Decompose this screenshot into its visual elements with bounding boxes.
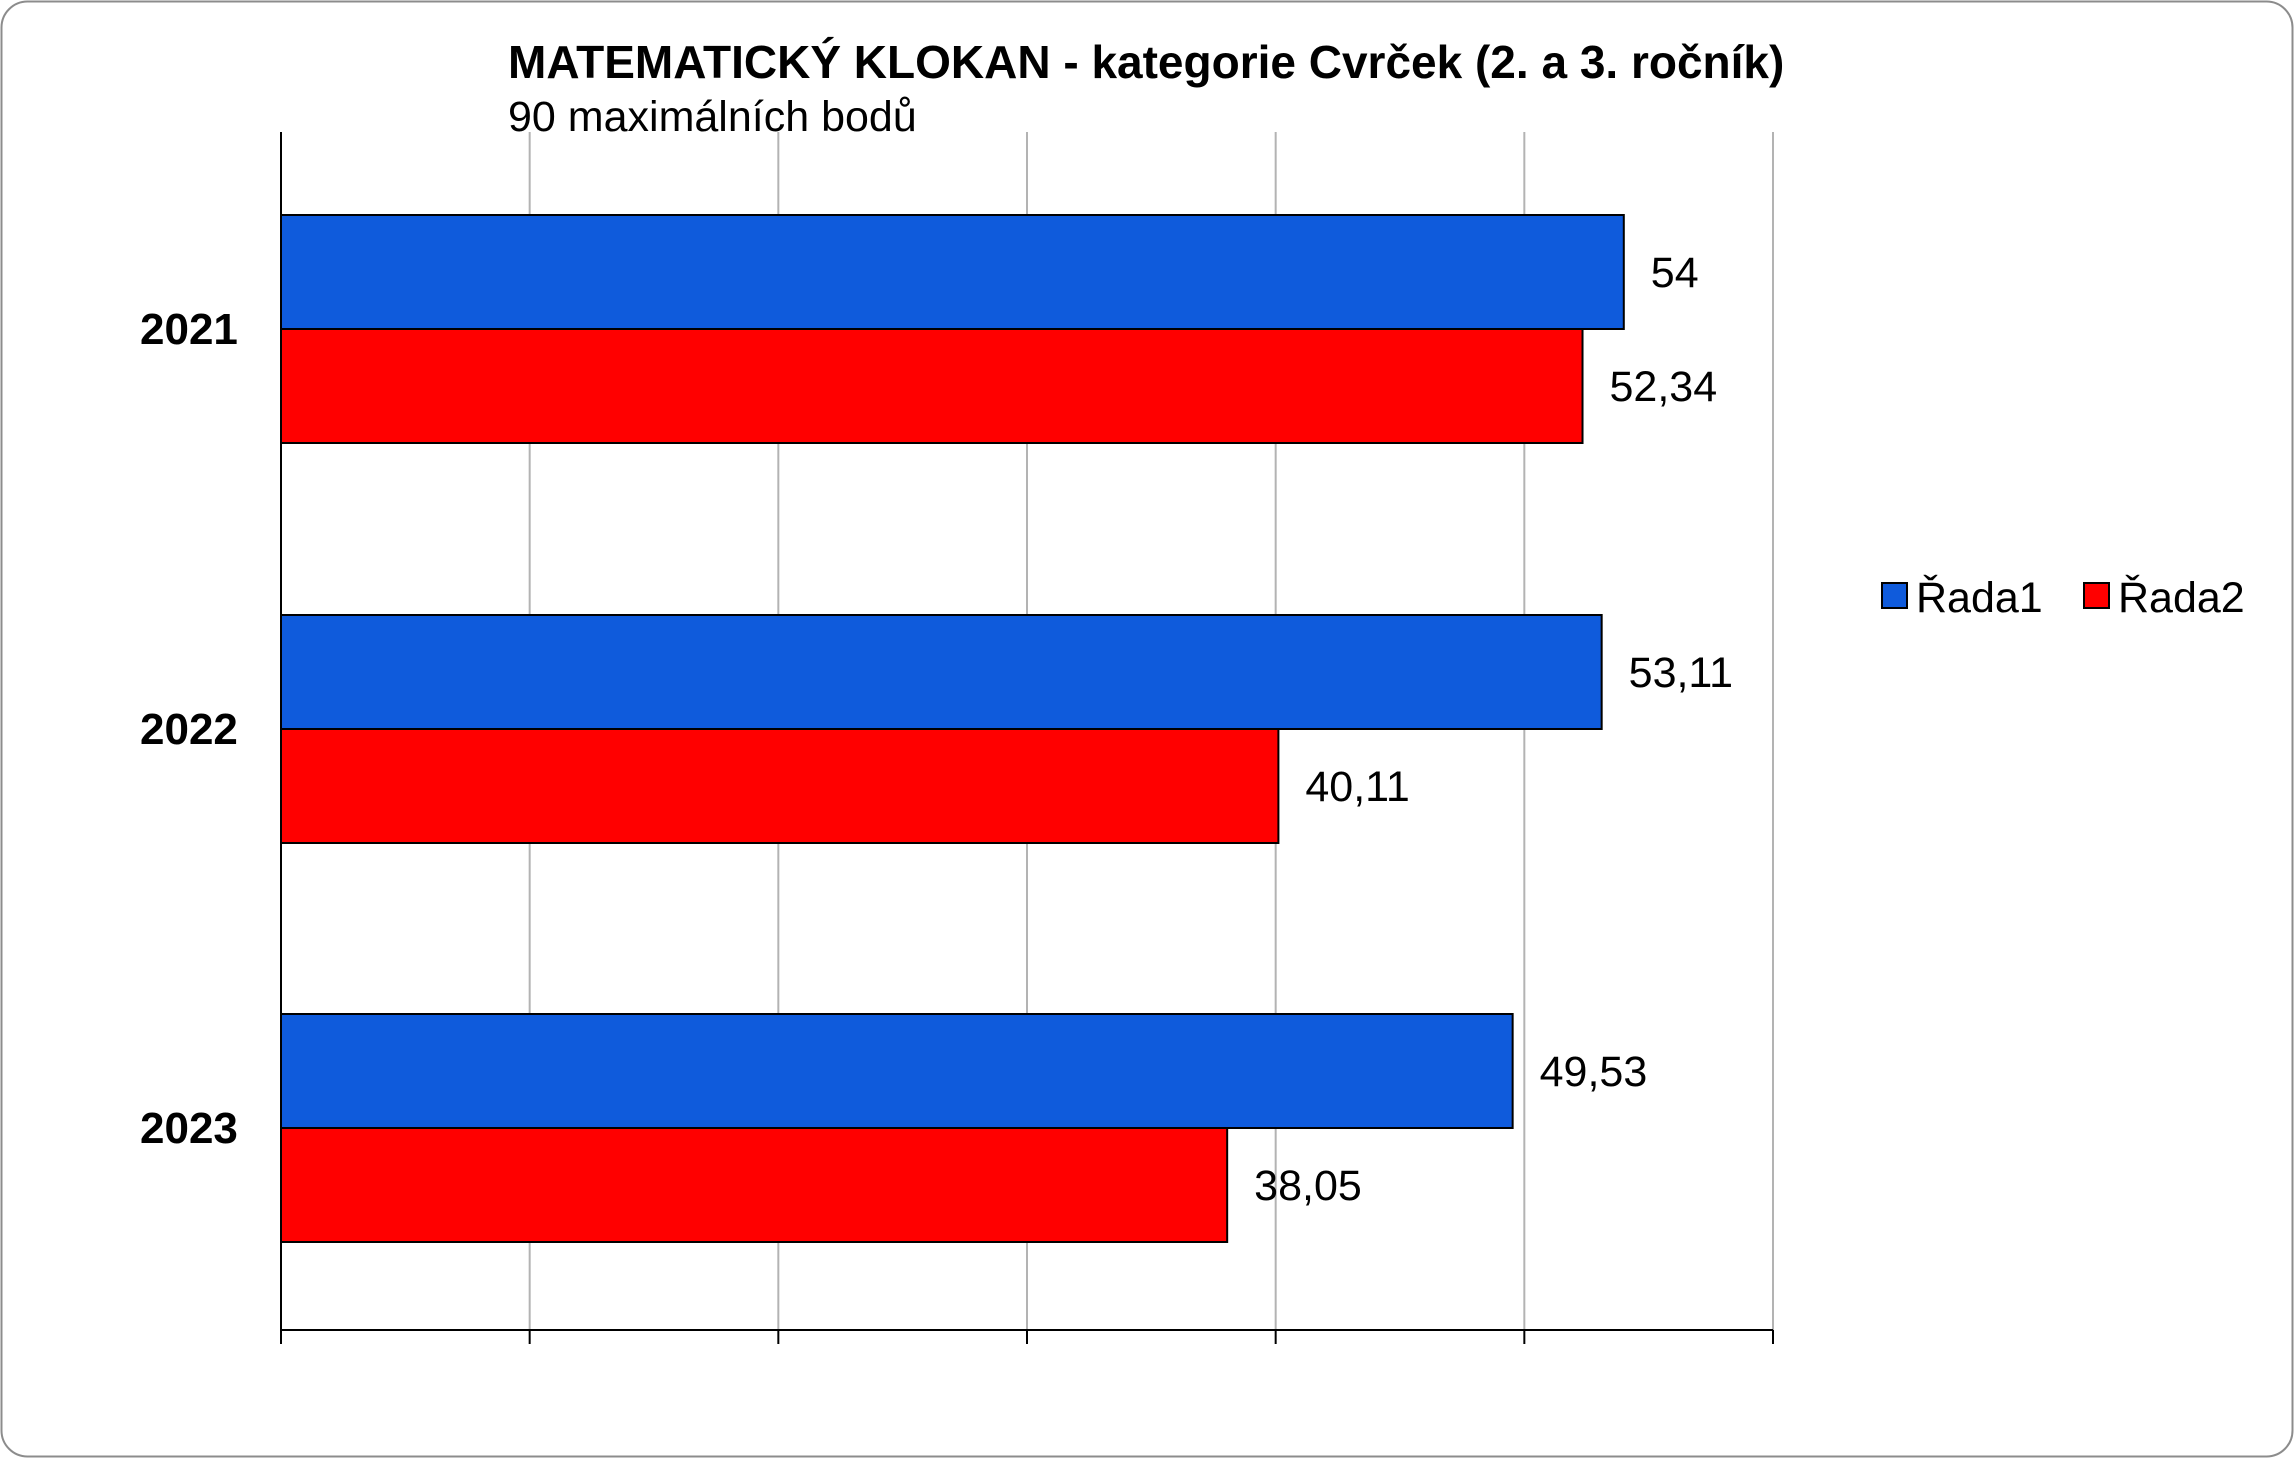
category-label-2022: 2022 <box>140 705 238 754</box>
category-label-2021: 2021 <box>140 305 238 354</box>
bar-Řada1-2023 <box>280 1013 1514 1129</box>
bar-Řada2-2022 <box>280 728 1280 844</box>
data-label: 52,34 <box>1610 363 1718 411</box>
data-label: 53,11 <box>1629 649 1733 697</box>
legend: Řada1 Řada2 <box>1881 574 2245 622</box>
bar-Řada2-2023 <box>280 1127 1229 1243</box>
data-label: 38,05 <box>1254 1162 1362 1210</box>
axis-layer <box>280 132 1774 1344</box>
legend-swatch-Řada1 <box>1881 582 1908 609</box>
bar-Řada1-2022 <box>280 614 1603 730</box>
bar-layer <box>280 214 1625 1243</box>
legend-label-Řada2: Řada2 <box>2118 574 2245 622</box>
chart-subtitle: 90 maximálních bodů <box>508 93 917 141</box>
bar-Řada1-2021 <box>280 214 1625 330</box>
data-label: 40,11 <box>1305 763 1409 811</box>
legend-label-Řada1: Řada1 <box>1916 574 2043 622</box>
data-label: 54 <box>1651 249 1699 297</box>
legend-swatch-Řada2 <box>2083 582 2110 609</box>
chart-title: MATEMATICKÝ KLOKAN - kategorie Cvrček (2… <box>508 36 1784 88</box>
bar-Řada2-2021 <box>280 328 1584 444</box>
label-layer: 54 52,34 2021 53,11 40,11 2022 49,53 38,05 2023 <box>140 249 1733 1210</box>
data-label: 49,53 <box>1540 1048 1648 1096</box>
category-label-2023: 2023 <box>140 1104 238 1153</box>
